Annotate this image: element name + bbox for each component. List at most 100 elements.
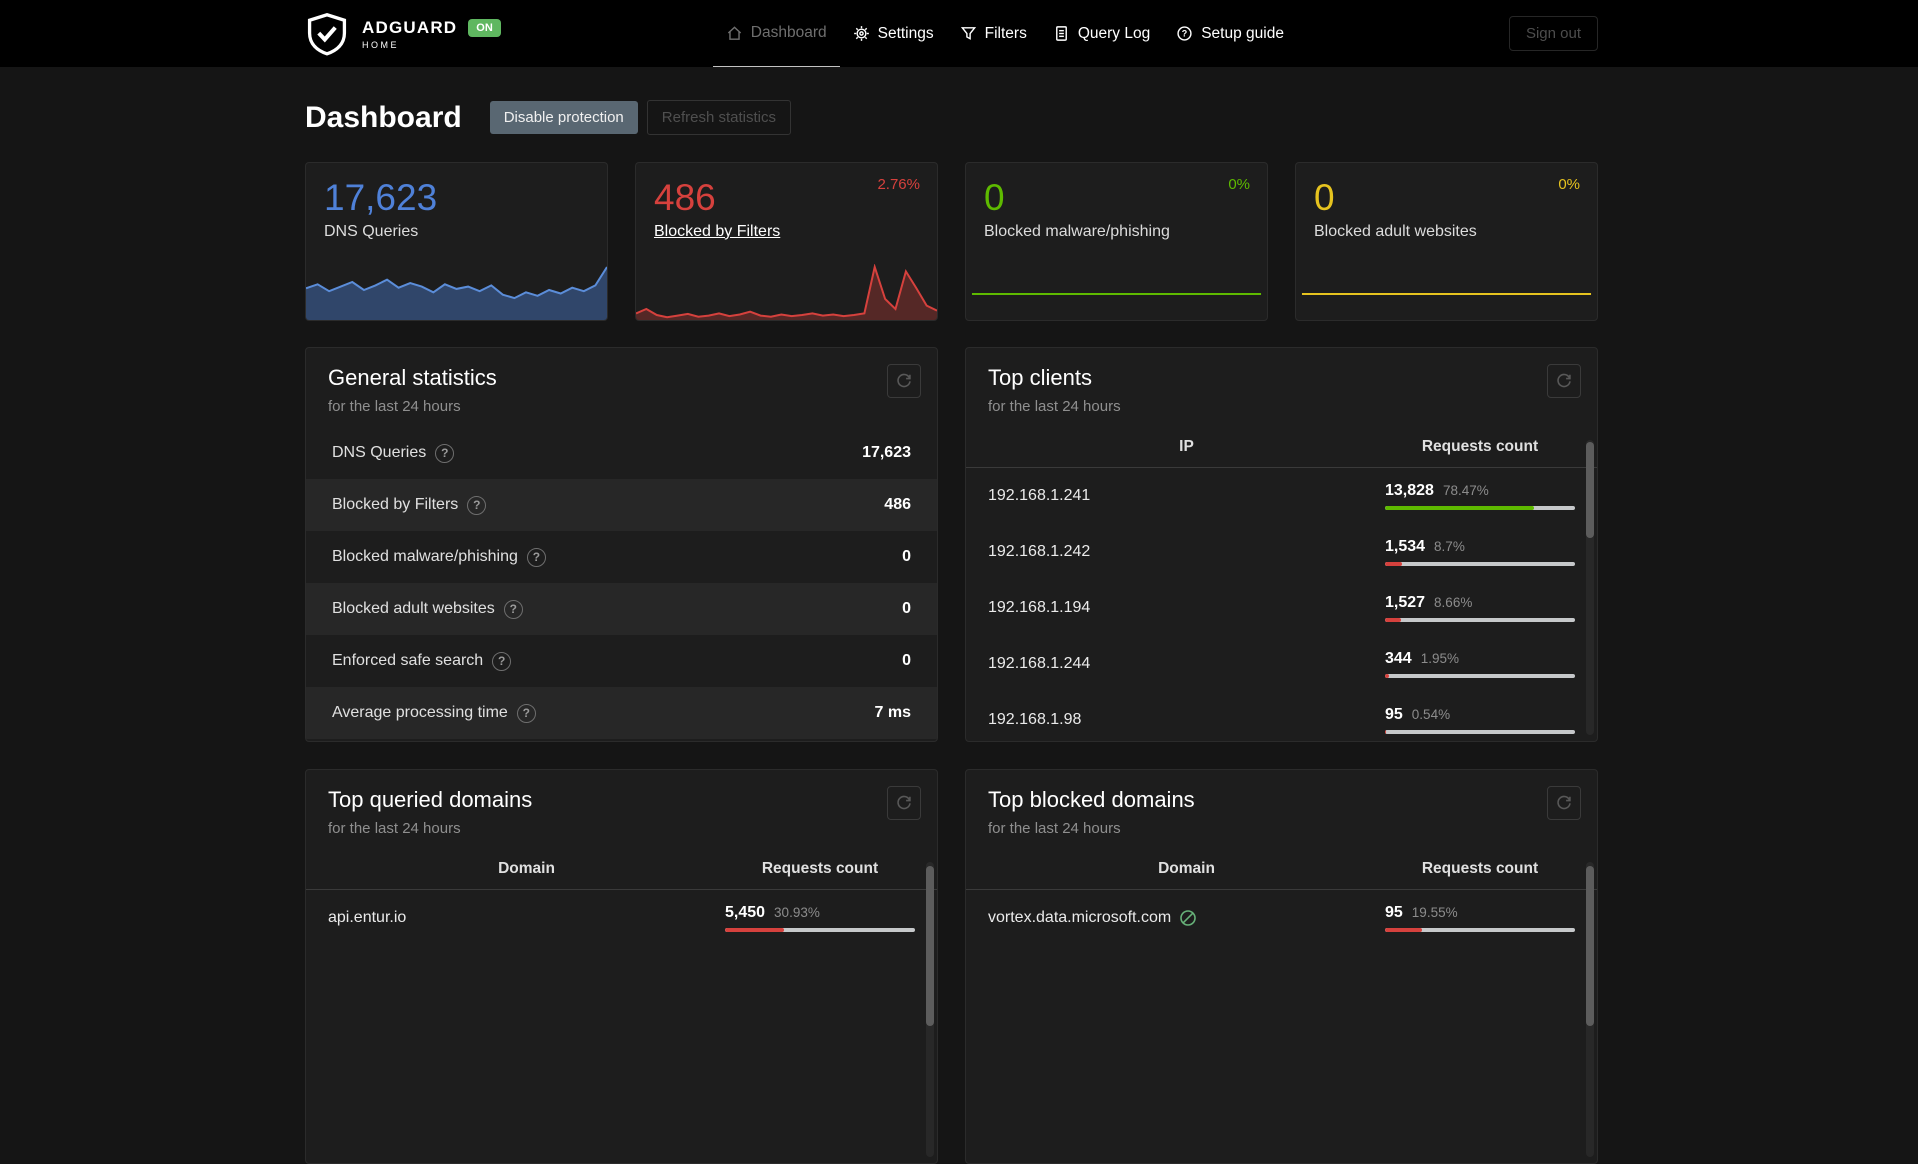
blocked-malware-sparkline <box>966 264 1267 320</box>
gear-icon <box>853 26 869 41</box>
refresh-panel-button[interactable] <box>887 786 921 820</box>
help-icon: ? <box>1177 26 1192 41</box>
requests-count: 13,828 <box>1385 482 1434 499</box>
blocked-adult-label: Blocked adult websites <box>1314 222 1477 240</box>
progress-bar-fill <box>725 928 784 932</box>
scrollbar-track[interactable] <box>1586 440 1594 735</box>
client-row: 192.168.1.244 344 1.95% <box>966 636 1597 692</box>
scrollbar-track[interactable] <box>1586 862 1594 1157</box>
requests-cell: 1,534 8.7% <box>1385 538 1575 566</box>
brand-subtitle: HOME <box>362 39 399 50</box>
progress-bar <box>1385 562 1575 566</box>
requests-count: 5,450 <box>725 904 766 921</box>
filter-icon <box>960 27 976 40</box>
brand-name: ADGUARD <box>362 17 458 37</box>
progress-bar-fill <box>1385 674 1389 678</box>
stat-row: Enforced safe search ? 0 <box>306 635 937 687</box>
scrollbar-track[interactable] <box>926 862 934 1157</box>
help-icon[interactable]: ? <box>526 547 546 567</box>
stat-label: Average processing time <box>332 704 508 721</box>
navbar: ADGUARD ON HOME Dashboard Settings <box>0 0 1918 67</box>
blocked-filters-link[interactable]: Blocked by Filters <box>654 222 781 240</box>
column-header-ip: IP <box>1179 437 1194 455</box>
requests-percent: 19.55% <box>1411 905 1458 920</box>
requests-percent: 1.95% <box>1420 651 1459 666</box>
blocked-malware-percent: 0% <box>1228 176 1250 193</box>
help-icon[interactable]: ? <box>435 443 455 463</box>
help-icon[interactable]: ? <box>503 599 523 619</box>
stat-value: 486 <box>884 496 911 513</box>
panel-title: General statistics <box>328 365 497 390</box>
blocked-filters-value: 486 <box>654 177 716 218</box>
requests-cell: 344 1.95% <box>1385 650 1575 678</box>
brand: ADGUARD ON HOME <box>305 0 501 67</box>
progress-bar <box>1385 730 1575 734</box>
requests-cell: 5,450 30.93% <box>725 904 915 932</box>
client-ip[interactable]: 192.168.1.194 <box>988 599 1091 616</box>
refresh-panel-button[interactable] <box>887 364 921 398</box>
stat-card-blocked-adult: 0 Blocked adult websites 0% <box>1295 162 1598 321</box>
requests-count: 95 <box>1385 904 1403 921</box>
nav-item-filters[interactable]: Filters <box>947 0 1040 67</box>
scrollbar-thumb[interactable] <box>926 866 934 1026</box>
progress-bar-fill <box>1385 730 1387 734</box>
sign-out-button[interactable]: Sign out <box>1508 16 1598 51</box>
client-ip[interactable]: 192.168.1.242 <box>988 543 1091 560</box>
client-row: 192.168.1.194 1,527 8.66% <box>966 580 1597 636</box>
main-nav: Dashboard Settings Filters Query Log <box>712 0 1297 67</box>
nav-label: Filters <box>984 24 1027 42</box>
progress-bar-fill <box>1385 506 1535 510</box>
svg-text:?: ? <box>1182 29 1187 39</box>
requests-cell: 95 19.55% <box>1385 904 1575 932</box>
refresh-statistics-button[interactable]: Refresh statistics <box>646 100 791 135</box>
disable-protection-button[interactable]: Disable protection <box>489 101 638 134</box>
help-icon[interactable]: ? <box>492 651 512 671</box>
requests-count: 95 <box>1385 706 1403 723</box>
progress-bar <box>1385 506 1575 510</box>
progress-bar-fill <box>1385 618 1402 622</box>
column-header-domain: Domain <box>1158 859 1215 877</box>
help-icon[interactable]: ? <box>516 703 536 723</box>
nav-item-query-log[interactable]: Query Log <box>1040 0 1163 67</box>
nav-label: Dashboard <box>750 24 827 41</box>
scrollbar-thumb[interactable] <box>1586 442 1594 538</box>
refresh-icon <box>897 795 911 810</box>
progress-bar-fill <box>1385 562 1402 566</box>
client-ip[interactable]: 192.168.1.241 <box>988 487 1091 504</box>
stat-value: 0 <box>902 652 911 669</box>
dns-queries-value: 17,623 <box>324 177 438 218</box>
dns-queries-label: DNS Queries <box>324 222 419 240</box>
domain-name[interactable]: api.entur.io <box>328 909 407 926</box>
nav-item-dashboard[interactable]: Dashboard <box>712 0 840 67</box>
client-ip[interactable]: 192.168.1.98 <box>988 711 1082 728</box>
panel-subtitle: for the last 24 hours <box>328 820 461 837</box>
nav-item-settings[interactable]: Settings <box>840 0 947 67</box>
stat-card-dns-queries: 17,623 DNS Queries <box>305 162 608 321</box>
panel-subtitle: for the last 24 hours <box>328 398 461 415</box>
panel-title: Top queried domains <box>328 787 533 812</box>
refresh-panel-button[interactable] <box>1547 786 1581 820</box>
stat-row: Blocked malware/phishing ? 0 <box>306 531 937 583</box>
client-ip[interactable]: 192.168.1.244 <box>988 655 1091 672</box>
general-statistics-card: General statistics for the last 24 hours… <box>305 347 938 742</box>
refresh-panel-button[interactable] <box>1547 364 1581 398</box>
domain-row: api.entur.io 5,450 30.93% <box>306 890 937 946</box>
page-title: Dashboard <box>305 100 462 134</box>
progress-bar <box>725 928 915 932</box>
top-queried-domains-card: Top queried domains for the last 24 hour… <box>305 769 938 1164</box>
domain-name[interactable]: vortex.data.microsoft.com <box>988 909 1197 927</box>
nav-label: Setup guide <box>1201 24 1284 42</box>
panel-title: Top blocked domains <box>988 787 1195 812</box>
nav-item-setup-guide[interactable]: ? Setup guide <box>1163 0 1297 67</box>
requests-percent: 8.7% <box>1434 539 1465 554</box>
domain-row: vortex.data.microsoft.com 95 19.55% <box>966 890 1597 946</box>
stat-row: Blocked by Filters ? 486 <box>306 479 937 531</box>
blocked-malware-label: Blocked malware/phishing <box>984 222 1170 240</box>
scrollbar-thumb[interactable] <box>1586 866 1594 1026</box>
requests-percent: 8.66% <box>1434 595 1473 610</box>
stat-row: Blocked adult websites ? 0 <box>306 583 937 635</box>
help-icon[interactable]: ? <box>467 495 487 515</box>
stat-value: 7 ms <box>874 704 911 721</box>
requests-percent: 0.54% <box>1411 707 1451 722</box>
top-clients-card: Top clients for the last 24 hours IP Req… <box>965 347 1598 742</box>
